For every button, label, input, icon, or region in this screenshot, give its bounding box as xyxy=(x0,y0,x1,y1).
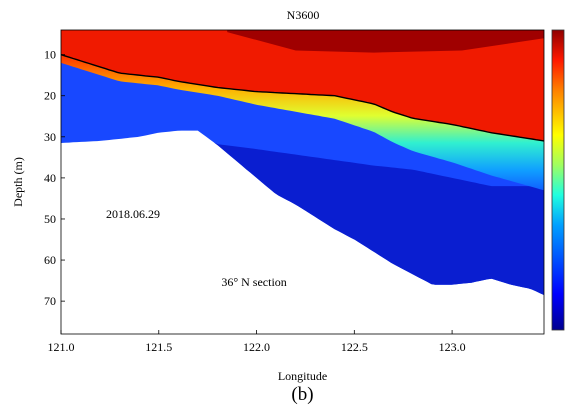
y-tick-label: 20 xyxy=(44,89,56,103)
x-axis-label: Longitude xyxy=(278,369,327,383)
date-annotation: 2018.06.29 xyxy=(106,207,160,221)
y-tick-label: 60 xyxy=(44,253,56,267)
plot-frame xyxy=(60,29,545,335)
chart-title: N3600 xyxy=(287,8,320,22)
plot-area xyxy=(61,30,544,334)
y-tick-label: 30 xyxy=(44,130,56,144)
x-tick-label: 122.0 xyxy=(243,340,270,354)
surface-warm-max xyxy=(227,30,544,53)
axes: 121.0 121.5 122.0 122.5 123.0 10 20 30 40 50 60 70 xyxy=(44,29,545,354)
x-tick-label: 121.0 xyxy=(48,340,75,354)
thermocline-line xyxy=(61,53,544,142)
surface-warm-layer xyxy=(61,30,544,141)
x-tick-label: 121.5 xyxy=(145,340,172,354)
y-tick-label: 50 xyxy=(44,212,56,226)
section-annotation: 36° N section xyxy=(221,275,286,289)
x-tick-label: 122.5 xyxy=(341,340,368,354)
y-tick-label: 70 xyxy=(44,294,56,308)
y-axis-label: Depth (m) xyxy=(11,157,25,207)
y-tick-label: 40 xyxy=(44,171,56,185)
y-tick-label: 10 xyxy=(44,48,56,62)
colorbar xyxy=(551,29,565,331)
panel-label: (b) xyxy=(291,384,313,405)
deep-layer xyxy=(61,130,544,295)
thermocline-band xyxy=(61,54,544,191)
x-tick-label: 123.0 xyxy=(439,340,466,354)
